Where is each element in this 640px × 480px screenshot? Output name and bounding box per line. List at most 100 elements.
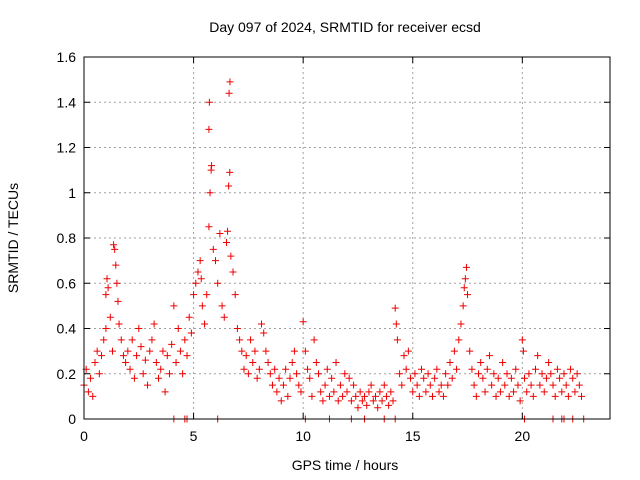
data-point	[244, 370, 252, 378]
data-point	[494, 374, 502, 382]
data-point	[428, 392, 436, 400]
data-point	[562, 381, 570, 389]
data-point	[573, 370, 581, 378]
data-point	[224, 227, 232, 235]
data-point	[277, 397, 285, 405]
data-point	[299, 318, 307, 326]
data-point	[115, 320, 123, 328]
plot-frame	[83, 56, 611, 420]
data-point	[479, 374, 487, 382]
data-point	[325, 392, 333, 400]
data-point	[523, 388, 531, 396]
data-point	[569, 374, 577, 382]
data-point	[387, 388, 395, 396]
data-point	[95, 370, 103, 378]
data-point	[578, 392, 586, 400]
data-point	[376, 388, 384, 396]
data-point	[560, 370, 568, 378]
data-point	[400, 352, 408, 360]
data-point	[462, 263, 470, 271]
data-point	[114, 297, 122, 305]
data-point	[371, 392, 379, 400]
y-tick-label: 0.8	[57, 230, 77, 246]
data-point	[455, 336, 463, 344]
data-point	[249, 358, 257, 366]
data-point	[225, 182, 233, 190]
data-point	[448, 374, 456, 382]
data-point	[415, 392, 423, 400]
data-point	[146, 347, 154, 355]
data-point	[450, 347, 458, 355]
data-point	[459, 302, 467, 310]
data-point	[389, 397, 397, 405]
axis-ticks: 0 0.2 0.4 0.6 0.8 1 1.2 1.4 1.6 0 5 10 15 20	[57, 49, 610, 444]
data-point	[220, 313, 228, 321]
data-point	[457, 320, 465, 328]
data-point	[510, 388, 518, 396]
data-point	[119, 352, 127, 360]
data-point	[273, 388, 281, 396]
data-point	[310, 336, 318, 344]
data-point	[435, 388, 443, 396]
data-point	[363, 401, 371, 409]
data-point	[354, 404, 362, 412]
data-point	[507, 374, 515, 382]
data-point	[103, 275, 111, 283]
data-point	[503, 370, 511, 378]
data-point	[332, 358, 340, 366]
data-point	[516, 397, 524, 405]
data-point	[446, 358, 454, 366]
data-point	[301, 347, 309, 355]
data-point	[209, 245, 217, 253]
data-point	[442, 370, 450, 378]
y-axis-label: SRMTID / TECUs	[5, 183, 21, 293]
data-point	[247, 336, 255, 344]
data-point	[575, 381, 583, 389]
data-point	[536, 381, 544, 389]
data-point	[551, 392, 559, 400]
data-point	[286, 374, 294, 382]
data-point	[426, 381, 434, 389]
data-point	[260, 329, 268, 337]
data-point	[461, 275, 469, 283]
data-point	[564, 392, 572, 400]
data-point	[431, 374, 439, 382]
data-point	[185, 313, 193, 321]
data-point	[529, 392, 537, 400]
data-point	[84, 388, 92, 396]
data-point	[282, 365, 290, 373]
data-point	[323, 365, 331, 373]
data-point	[345, 374, 353, 382]
data-point	[490, 370, 498, 378]
data-point	[122, 358, 130, 366]
data-point	[192, 279, 200, 287]
data-point	[545, 358, 553, 366]
data-point	[542, 374, 550, 382]
data-point	[391, 304, 399, 312]
data-point	[393, 336, 401, 344]
data-point	[137, 343, 145, 351]
data-point	[98, 352, 106, 360]
data-point	[505, 392, 513, 400]
data-point	[358, 397, 366, 405]
data-point	[168, 340, 176, 348]
data-point	[208, 162, 216, 170]
data-point	[106, 313, 114, 321]
data-point	[133, 352, 141, 360]
data-point	[126, 365, 134, 373]
data-point	[222, 239, 230, 247]
data-point	[312, 358, 320, 366]
data-point	[183, 352, 191, 360]
data-point	[174, 325, 182, 332]
data-point	[198, 302, 206, 310]
data-point	[336, 381, 344, 389]
data-point	[547, 370, 555, 378]
data-point	[124, 347, 132, 355]
data-point	[102, 291, 110, 299]
data-point	[163, 352, 171, 360]
x-tick-label: 5	[190, 428, 198, 444]
data-point	[521, 374, 529, 382]
data-point	[152, 358, 160, 366]
data-point	[481, 388, 489, 396]
data-point	[422, 388, 430, 396]
